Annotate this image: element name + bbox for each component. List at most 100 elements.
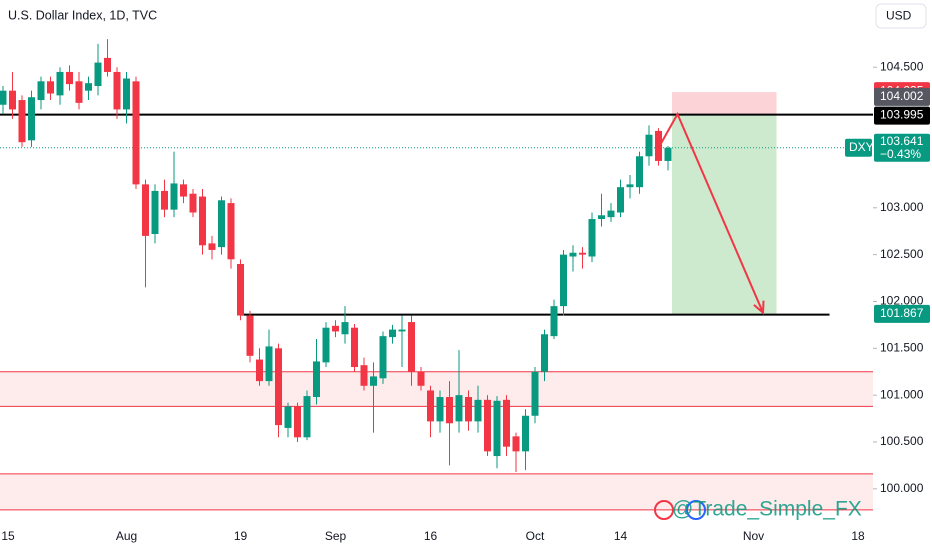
- candle-body: [389, 329, 396, 338]
- target-label: 101.867: [880, 306, 924, 320]
- x-tick-label: Aug: [116, 529, 137, 543]
- candle-body: [579, 252, 586, 255]
- last-price-label: 103.641: [880, 134, 924, 148]
- y-tick-label: 100.500: [880, 434, 924, 448]
- target-box: [874, 304, 930, 323]
- plot: [0, 39, 873, 511]
- candle-body: [322, 327, 330, 363]
- candle-body: [446, 397, 453, 424]
- candle-body: [284, 406, 292, 428]
- arrow: [657, 111, 764, 314]
- candle-body: [503, 399, 510, 447]
- candle-body: [379, 336, 387, 379]
- candle-body: [313, 361, 320, 398]
- candle-body: [189, 193, 197, 213]
- candle-body: [493, 400, 501, 457]
- candle-body: [341, 322, 349, 335]
- candle-body: [512, 436, 520, 452]
- candle-body: [474, 399, 482, 422]
- currency-label[interactable]: USD: [886, 9, 912, 23]
- candle-body: [9, 90, 16, 110]
- candle-body: [256, 359, 263, 382]
- candle-body: [636, 156, 643, 188]
- y-tick-label: 104.500: [880, 59, 924, 73]
- candle-body: [85, 83, 92, 91]
- candle-body: [332, 325, 339, 332]
- x-tick-label: Nov: [743, 529, 764, 543]
- entry-box: [874, 87, 930, 106]
- candle-body: [47, 81, 54, 94]
- candle-body: [161, 190, 168, 210]
- hline-label: 103.995: [880, 108, 924, 122]
- symbol-box: [845, 138, 872, 157]
- candle-body: [436, 397, 444, 422]
- y-tick-label: 103.000: [880, 200, 924, 214]
- candle-body: [199, 196, 206, 246]
- candle-body: [104, 57, 111, 72]
- currency-button[interactable]: [875, 3, 927, 29]
- candle-body: [265, 346, 273, 382]
- candle-body: [370, 376, 377, 386]
- candle-body: [170, 183, 178, 210]
- candle-body: [417, 371, 425, 386]
- candle-body: [113, 71, 121, 110]
- x-tick-label: 18: [851, 529, 865, 543]
- candle-body: [37, 81, 45, 101]
- candle-body: [360, 365, 368, 386]
- candle-body: [617, 187, 624, 213]
- candle-body: [18, 100, 26, 143]
- candle-body: [588, 219, 596, 257]
- y-tick-label: 101.000: [880, 387, 924, 401]
- x-tick-label: 15: [1, 529, 15, 543]
- stop-zone: [672, 92, 777, 114]
- candle-body: [626, 184, 634, 188]
- x-tick-label: 16: [424, 529, 438, 543]
- candle-body: [522, 415, 529, 452]
- candle-body: [550, 306, 558, 337]
- arrow-head: [753, 300, 765, 315]
- entry-label: 104.002: [880, 89, 924, 103]
- candle-body: [0, 90, 7, 105]
- candle-body: [28, 97, 35, 141]
- x-tick-label: Oct: [526, 529, 545, 543]
- candle-body: [208, 243, 216, 250]
- candle-body: [56, 71, 64, 96]
- candle-body: [598, 215, 605, 220]
- candle-body: [75, 81, 83, 103]
- last-change-label: −0.43%: [880, 147, 921, 161]
- watermark-icon: [686, 500, 706, 520]
- x-tick-label: 19: [234, 529, 248, 543]
- candle-body: [645, 134, 653, 157]
- candle-body: [484, 399, 491, 452]
- candle-body: [465, 397, 472, 422]
- chart-title: U.S. Dollar Index, 1D, TVC: [8, 8, 157, 22]
- candle-body: [664, 147, 672, 161]
- candle-body: [569, 252, 577, 257]
- watermark: @Trade_Simple_FX: [672, 498, 862, 521]
- candle-body: [531, 371, 539, 416]
- candle-body: [237, 263, 244, 316]
- watermark-icon: [654, 500, 674, 520]
- candle-body: [218, 200, 225, 248]
- target-zone: [672, 113, 777, 314]
- candle-body: [132, 81, 140, 185]
- candle-body: [66, 71, 73, 85]
- hline-box: [874, 106, 930, 125]
- candle-body: [275, 348, 282, 426]
- candle-body: [351, 327, 358, 368]
- candle-body: [151, 190, 159, 235]
- candle-body: [294, 406, 301, 438]
- candle-body: [227, 203, 235, 260]
- candle-body: [607, 210, 615, 218]
- candle-body: [427, 390, 434, 422]
- y-tick-label: 102.000: [880, 294, 924, 308]
- candle-body: [123, 78, 130, 110]
- y-tick-label: 102.500: [880, 247, 924, 261]
- zone: [0, 473, 873, 510]
- candle-body: [94, 62, 102, 87]
- candle-body: [180, 184, 187, 197]
- y-tick-label: 101.500: [880, 340, 924, 354]
- candle-body: [398, 329, 406, 332]
- candle-body: [303, 396, 311, 438]
